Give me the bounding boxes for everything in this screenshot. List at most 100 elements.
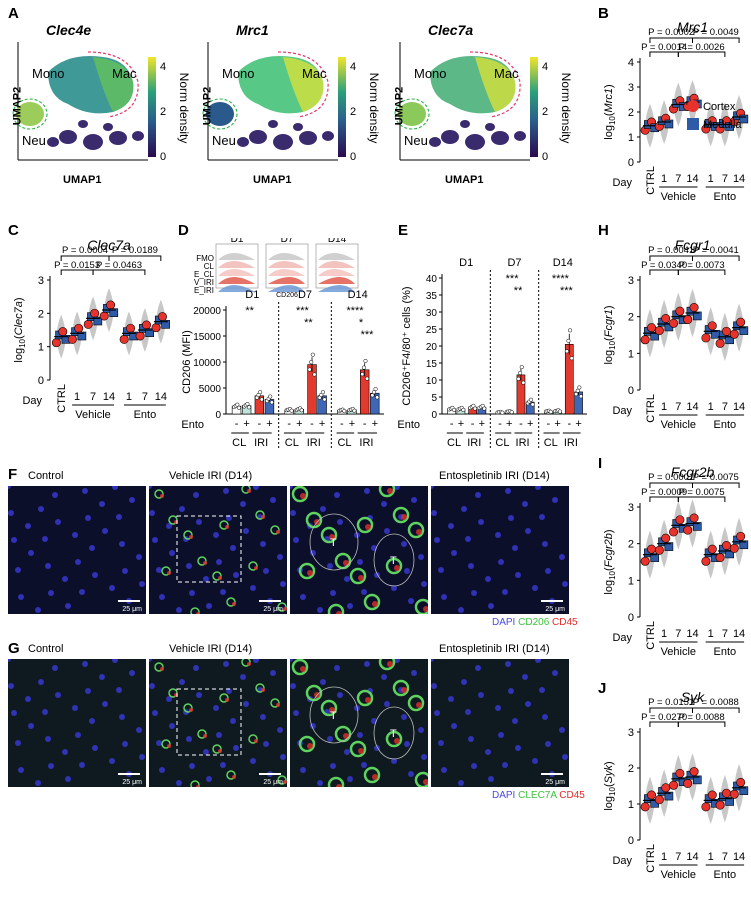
nucleus <box>277 727 283 733</box>
flow-group-cl: CL <box>285 437 299 449</box>
nucleus <box>552 670 558 676</box>
micrograph-title: Entospletinib IRI (D14) <box>439 470 550 482</box>
flow-ento-label: Ento <box>398 419 420 431</box>
panel-label-i: I <box>598 455 603 472</box>
nucleus <box>243 701 249 707</box>
p-value: P = 0.0463 <box>96 260 142 271</box>
nucleus <box>448 696 454 702</box>
nucleus <box>495 532 501 538</box>
cd45-signal <box>401 687 407 693</box>
nucleus <box>404 568 410 574</box>
nucleus <box>243 528 249 534</box>
violin-point-cortex <box>715 553 725 563</box>
violin-x-tick-label: 14 <box>686 173 698 185</box>
nucleus <box>52 665 58 671</box>
violin-y-tick-label: 1 <box>628 348 634 360</box>
cd45-signal <box>394 738 400 744</box>
nucleus <box>468 563 474 569</box>
nucleus <box>515 745 521 751</box>
nucleus <box>408 598 414 604</box>
violin-plot-clec7a: Clec7a 0 1 2 3 log10(Clec7a) P = 0.0004 P = 0.0… <box>13 238 170 421</box>
violin-y-tick-label: 2 <box>38 308 44 320</box>
positive-cell <box>219 693 229 703</box>
cd45-signal <box>365 524 371 530</box>
flow-group-cl: CL <box>447 437 461 449</box>
nucleus <box>193 492 199 498</box>
nucleus <box>109 585 115 591</box>
flow-ento-sign: - <box>546 418 550 430</box>
nucleus <box>223 661 229 667</box>
violin-x-tick-label: 1 <box>708 851 714 863</box>
cd45-signal <box>372 601 378 607</box>
positive-cell <box>349 740 367 758</box>
umap-cluster-minor <box>322 131 334 141</box>
positive-cell <box>356 689 374 707</box>
positive-cell <box>277 775 287 785</box>
p-value: P = 0.0009 <box>641 487 687 498</box>
violin-x-tick-label: 14 <box>733 401 745 413</box>
histogram-curve <box>268 269 305 276</box>
flow-point <box>575 388 580 393</box>
nucleus <box>401 714 407 720</box>
nucleus <box>149 510 155 516</box>
positive-cell <box>407 694 425 712</box>
nucleus <box>62 749 68 755</box>
nucleus <box>260 541 266 547</box>
nucleus <box>535 486 541 490</box>
flow-point <box>528 397 534 402</box>
nucleus <box>525 528 531 534</box>
cd45-signal <box>372 774 378 780</box>
histogram-curve <box>268 277 305 284</box>
flow-point <box>245 401 250 407</box>
nucleus <box>263 568 269 574</box>
group-label-ento: Ento <box>714 191 737 203</box>
umap-colorbar <box>338 57 346 157</box>
umap-plot: Mono Mac Neu 4 2 0 Norm density <box>202 42 381 163</box>
violin-point-medulla <box>77 331 87 341</box>
tubule-label: T <box>390 728 397 740</box>
violin-x-tick-label: CTRL <box>645 621 657 650</box>
histogram-curve <box>218 285 255 292</box>
nucleus <box>8 683 14 689</box>
nucleus <box>79 762 85 768</box>
tubule-outline <box>373 706 415 760</box>
histogram-curve <box>218 277 255 284</box>
umap-outline-mac <box>469 51 521 118</box>
flow-ento-sign: + <box>296 418 302 430</box>
flow-point <box>500 410 505 415</box>
cd45-signal <box>336 784 342 787</box>
nucleus <box>55 519 61 525</box>
violin-point-cortex <box>736 777 746 787</box>
nucleus <box>79 589 85 595</box>
umap-title: Clec4e <box>46 22 92 38</box>
flow-point <box>246 405 252 410</box>
micrograph-image: 25 μm <box>149 486 287 614</box>
scale-bar-label: 25 μm <box>122 779 142 786</box>
tubule-outline <box>309 686 359 744</box>
violin-y-tick-label: 3 <box>628 82 634 94</box>
flow-point <box>452 407 457 412</box>
positive-cell <box>414 598 428 614</box>
histogram-row-label: V_IRI <box>194 278 214 287</box>
cd45-signal <box>254 566 258 570</box>
violin-day-label: Day <box>22 395 42 407</box>
flow-significance: ** <box>245 305 254 317</box>
umap-cluster-minor <box>485 123 495 131</box>
flow-percent-chart: 0 5 10 15 20 25 30 35 40 CD206⁺F4/80⁺ cells (%) D1… <box>398 257 587 449</box>
flow-point <box>312 372 317 377</box>
violin-point-medulla <box>693 311 702 321</box>
nucleus <box>421 581 427 587</box>
umap-plot: Mono Mac Neu 4 2 0 Norm density <box>12 42 191 163</box>
nucleus <box>498 732 504 738</box>
histogram-curve <box>318 285 355 292</box>
cd45-signal <box>365 697 371 703</box>
flow-point <box>352 408 357 413</box>
nucleus <box>149 659 152 662</box>
violin-y-label: log10(Mrc1) <box>603 84 617 139</box>
nucleus <box>48 763 54 769</box>
flow-day-label: D7 <box>298 289 312 301</box>
violin-x-tick-label: 14 <box>155 391 167 403</box>
violin-x-tick-label: 7 <box>675 851 681 863</box>
violin-point-cortex <box>683 315 693 325</box>
